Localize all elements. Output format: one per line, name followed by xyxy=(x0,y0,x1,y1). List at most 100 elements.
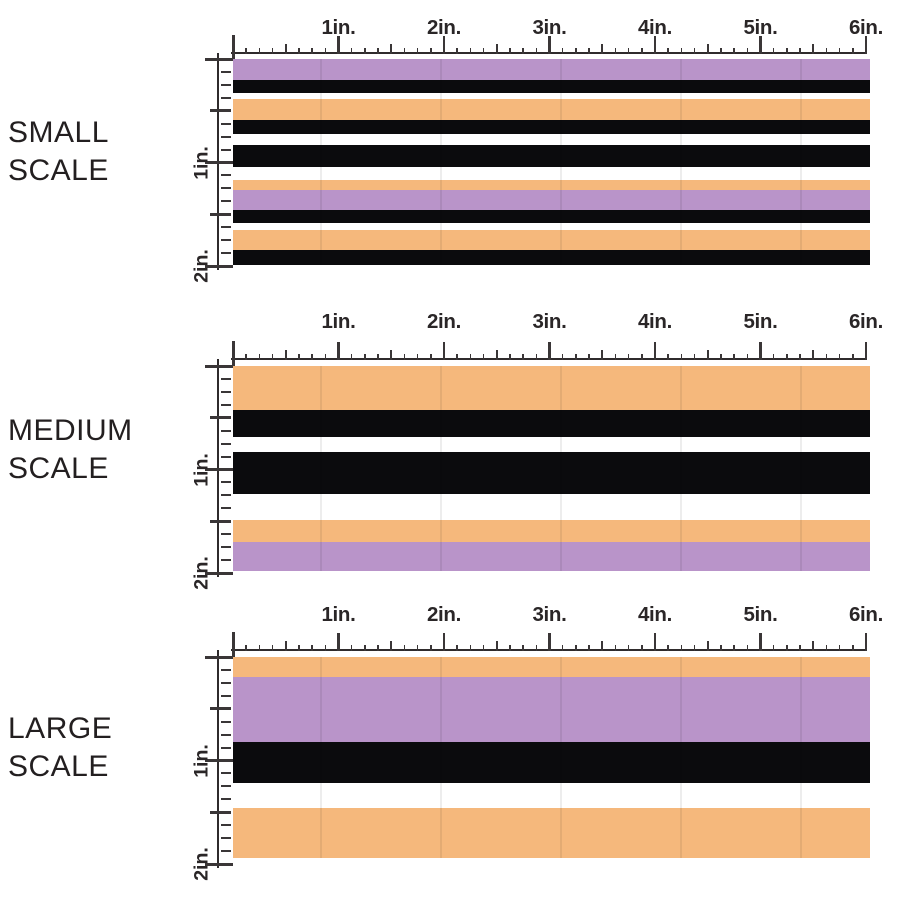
ruler-tick xyxy=(653,342,657,360)
ruler-tick xyxy=(548,633,551,651)
ruler-tick xyxy=(733,354,735,360)
vertical-ruler-tick xyxy=(220,720,231,723)
vertical-ruler-tick xyxy=(220,455,231,458)
fabric-stripe-orange xyxy=(233,180,870,190)
fabric-stripe-black xyxy=(233,120,870,134)
ruler-tick xyxy=(324,354,327,360)
ruler-tick xyxy=(799,48,801,54)
vertical-ruler-tick xyxy=(205,364,233,368)
ruler-tick xyxy=(680,48,683,54)
ruler-tick xyxy=(786,645,788,651)
ruler-tick xyxy=(561,354,564,360)
ruler-tick xyxy=(601,350,604,360)
ruler-tick xyxy=(864,633,868,651)
ruler-tick xyxy=(627,354,630,360)
section-label-line: MEDIUM xyxy=(8,414,133,447)
vertical-ruler-tick xyxy=(205,571,233,575)
ruler-tick xyxy=(799,354,801,360)
fabric-stripe-orange xyxy=(233,808,870,858)
ruler-tick xyxy=(364,48,366,54)
vertical-ruler-tick xyxy=(220,226,231,229)
pattern-repeat-seam xyxy=(560,59,562,265)
ruler-tick xyxy=(561,48,564,54)
pattern-repeat-seam xyxy=(320,366,322,571)
ruler-tick xyxy=(575,645,577,651)
ruler-tick xyxy=(469,48,472,54)
ruler-tick xyxy=(364,354,366,360)
ruler-tick xyxy=(759,342,762,360)
vertical-ruler-tick xyxy=(220,429,231,432)
section-label-large: LARGE SCALE xyxy=(8,710,112,786)
ruler-tick xyxy=(245,48,247,54)
vertical-ruler-tick xyxy=(220,135,231,138)
ruler-tick xyxy=(337,633,340,651)
pattern-repeat-seam xyxy=(800,59,802,265)
ruler-tick xyxy=(231,632,235,657)
ruler-tick xyxy=(442,633,446,651)
ruler-tick xyxy=(495,350,498,360)
ruler-tick xyxy=(720,645,722,651)
ruler-tick xyxy=(298,354,300,360)
ruler-inch-label: 2in. xyxy=(426,310,462,333)
ruler-tick xyxy=(838,354,841,360)
vertical-ruler-tick xyxy=(220,239,231,242)
pattern-repeat-seam xyxy=(680,657,682,858)
pattern-repeat-seam xyxy=(560,366,562,571)
ruler-tick xyxy=(799,645,801,651)
ruler-tick xyxy=(575,354,577,360)
ruler-tick xyxy=(245,354,247,360)
ruler-tick xyxy=(403,645,406,651)
ruler-tick xyxy=(627,48,630,54)
ruler-tick xyxy=(720,354,722,360)
vertical-ruler-tick xyxy=(220,390,231,393)
ruler-tick xyxy=(535,354,538,360)
fabric-stripe-orange xyxy=(233,657,870,677)
vertical-ruler-tick xyxy=(220,733,231,736)
ruler-tick xyxy=(733,645,735,651)
ruler-inch-label: 6in. xyxy=(848,310,884,333)
fabric-stripe-black xyxy=(233,410,870,437)
vertical-ruler-tick xyxy=(205,468,233,471)
ruler-tick xyxy=(231,35,235,60)
section-label-medium: MEDIUM SCALE xyxy=(8,412,133,488)
ruler-inch-label: 3in. xyxy=(532,16,567,39)
ruler-tick xyxy=(509,48,511,54)
ruler-tick xyxy=(614,48,617,54)
ruler-tick xyxy=(298,645,300,651)
ruler-tick xyxy=(614,354,617,360)
vertical-ruler-tick xyxy=(220,798,231,801)
ruler-tick xyxy=(298,48,300,54)
ruler-tick xyxy=(588,645,590,651)
ruler-tick xyxy=(838,645,841,651)
vertical-ruler-tick xyxy=(220,772,231,775)
ruler-tick xyxy=(825,354,828,360)
ruler-tick xyxy=(627,645,630,651)
ruler-tick xyxy=(390,44,393,54)
pattern-repeat-seam xyxy=(560,657,562,858)
fabric-stripe-purple xyxy=(233,677,870,742)
vertical-ruler-tick xyxy=(220,681,231,684)
ruler-tick xyxy=(852,645,854,651)
section-label-line: SCALE xyxy=(8,750,109,783)
vertical-ruler-tick xyxy=(210,707,231,711)
ruler-tick xyxy=(786,354,788,360)
ruler-tick xyxy=(772,645,775,651)
section-label-line: SCALE xyxy=(8,154,109,187)
ruler-tick xyxy=(772,354,775,360)
ruler-tick xyxy=(403,354,406,360)
ruler-inch-label: 1in. xyxy=(321,310,356,333)
ruler-tick xyxy=(509,645,511,651)
fabric-stripe-white xyxy=(233,437,870,452)
section-label-line: SCALE xyxy=(8,452,109,485)
ruler-tick xyxy=(588,354,590,360)
ruler-tick xyxy=(575,48,577,54)
vertical-ruler-tick xyxy=(220,507,231,510)
ruler-tick xyxy=(706,44,709,54)
ruler-tick xyxy=(390,641,393,651)
ruler-inch-label: 2in. xyxy=(426,603,462,626)
fabric-stripe-purple xyxy=(233,542,870,571)
ruler-tick xyxy=(693,354,696,360)
vertical-ruler-tick xyxy=(220,494,231,497)
ruler-tick xyxy=(377,354,379,360)
ruler-tick xyxy=(667,354,669,360)
